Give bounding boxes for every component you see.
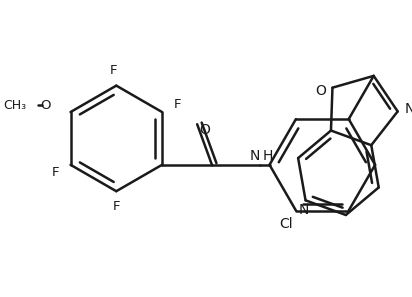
Text: F: F [52, 166, 59, 179]
Text: F: F [173, 98, 181, 111]
Text: CH₃: CH₃ [4, 99, 27, 112]
Text: H: H [262, 149, 273, 163]
Text: O: O [40, 99, 51, 112]
Text: N: N [405, 102, 412, 116]
Text: O: O [316, 83, 326, 98]
Text: N: N [299, 203, 309, 217]
Text: Cl: Cl [279, 217, 293, 231]
Text: N: N [250, 149, 260, 163]
Text: O: O [199, 123, 210, 137]
Text: F: F [110, 64, 117, 77]
Text: F: F [112, 200, 120, 213]
